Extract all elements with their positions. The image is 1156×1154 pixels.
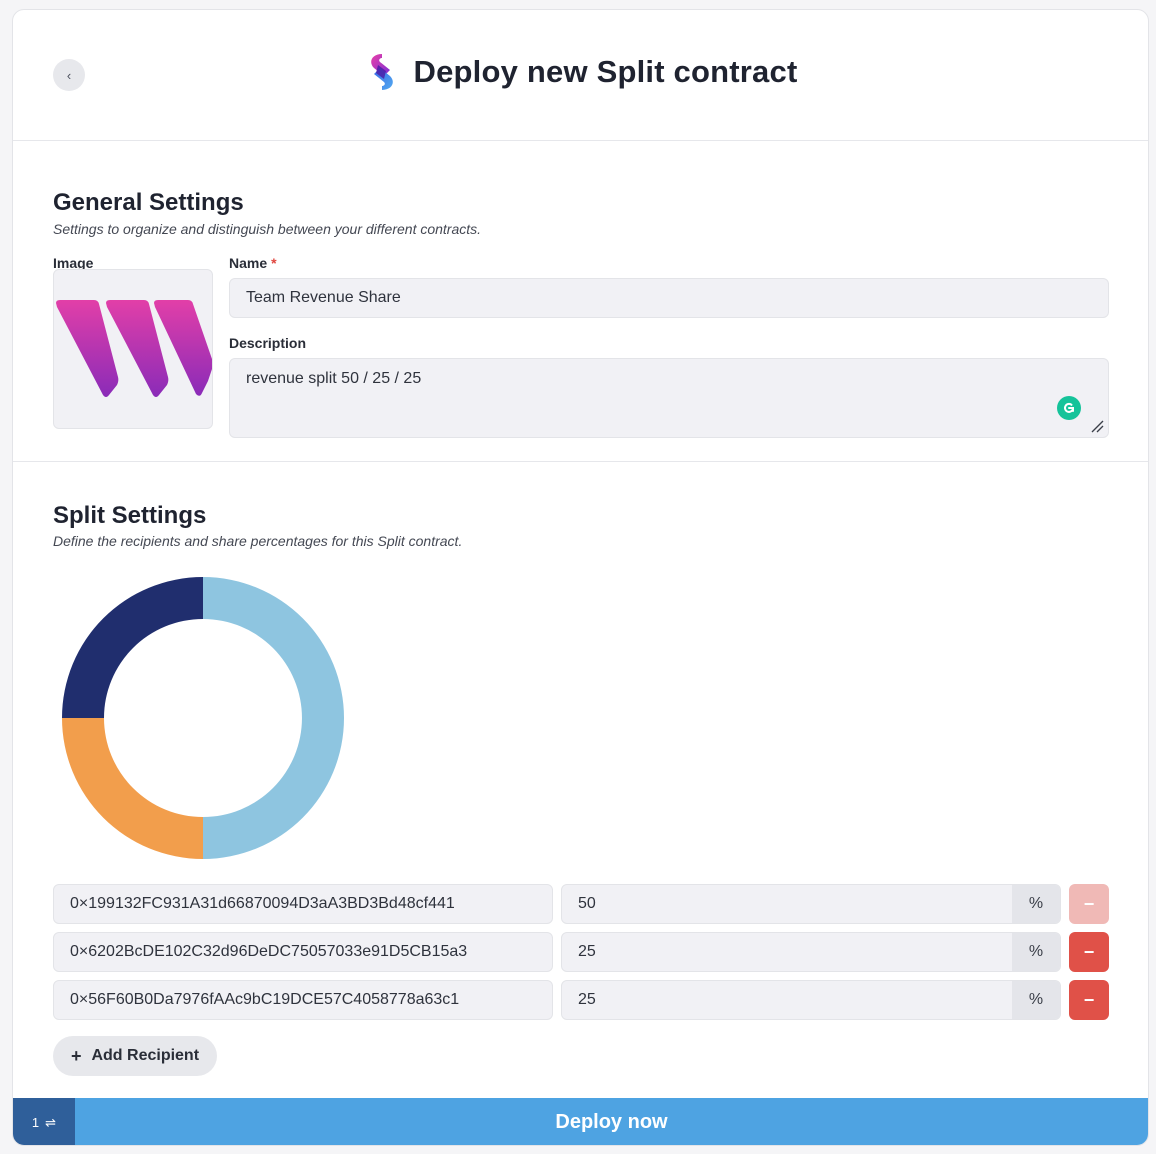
recipient-percent-value: 25 [578,991,596,1008]
remove-recipient-button[interactable]: − [1069,884,1109,924]
donut-slice-2 [62,718,203,859]
back-button[interactable]: ‹ [53,59,85,91]
image-label: Image [53,255,94,271]
description-value: revenue split 50 / 25 / 25 [246,370,422,387]
deploy-now-button[interactable]: Deploy now [75,1098,1148,1145]
recipient-address-input[interactable]: 0×6202BcDE102C32d96DeDC75057033e91D5CB15… [53,932,553,972]
required-marker: * [271,255,277,271]
split-settings-section: Split Settings Define the recipients and… [13,462,1148,1098]
donut-slice-1 [203,577,344,859]
transaction-count: 1 [31,1115,40,1130]
recipient-address-input[interactable]: 0×56F60B0Da7976fAAc9bC19DCE57C4058778a63… [53,980,553,1020]
add-recipient-label: Add Recipient [91,1047,200,1064]
minus-icon: − [1083,989,1095,1010]
split-settings-subtitle: Define the recipients and share percenta… [53,533,463,549]
recipient-row: 0×56F60B0Da7976fAAc9bC19DCE57C4058778a63… [53,980,1109,1020]
general-settings-subtitle: Settings to organize and distinguish bet… [53,221,482,237]
percent-unit-addon: % [1012,981,1060,1019]
recipient-address-value: 0×199132FC931A31d66870094D3aA3BD3Bd48cf4… [70,895,455,912]
recipient-percent-input[interactable]: 25% [561,980,1061,1020]
percent-unit-addon: % [1012,933,1060,971]
page-header: ‹ Deploy new Split contract [13,10,1148,141]
title-group: Deploy new Split contract [13,52,1148,92]
general-settings-section: General Settings Settings to organize an… [13,141,1148,462]
swap-arrows-icon: ⇌ [45,1114,57,1130]
image-upload[interactable] [53,269,213,429]
remove-recipient-button[interactable]: − [1069,932,1109,972]
refresh-icon [1064,402,1074,413]
name-label: Name * [229,255,277,271]
name-label-text: Name [229,255,268,271]
general-settings-title: General Settings [53,189,244,216]
recipient-percent-value: 25 [578,943,596,960]
name-input[interactable]: Team Revenue Share [229,278,1109,318]
donut-slice-3 [62,577,203,718]
description-label: Description [229,335,307,351]
recipient-percent-input[interactable]: 50% [561,884,1061,924]
minus-icon: − [1083,941,1095,962]
recipient-address-value: 0×6202BcDE102C32d96DeDC75057033e91D5CB15… [70,943,468,960]
split-donut-chart [62,577,344,859]
recipient-address-input[interactable]: 0×199132FC931A31d66870094D3aA3BD3Bd48cf4… [53,884,553,924]
plus-icon: + [70,1045,82,1066]
deploy-split-card: ‹ Deploy new Split contract [12,9,1149,1146]
description-textarea[interactable]: revenue split 50 / 25 / 25 [229,358,1109,438]
contract-image-logo [56,300,212,397]
minus-icon: − [1083,893,1095,914]
grammarly-icon[interactable] [1057,396,1081,420]
footer-bar: 1 ⇌ Deploy now [13,1098,1148,1145]
name-input-value: Team Revenue Share [246,289,401,306]
remove-recipient-button[interactable]: − [1069,980,1109,1020]
recipient-row: 0×199132FC931A31d66870094D3aA3BD3Bd48cf4… [53,884,1109,924]
split-logo-icon [370,54,393,90]
recipient-percent-input[interactable]: 25% [561,932,1061,972]
resize-handle-icon[interactable] [1090,419,1104,433]
recipient-percent-value: 50 [578,895,596,912]
chevron-left-icon: ‹ [66,67,72,83]
percent-unit-addon: % [1012,885,1060,923]
recipient-address-value: 0×56F60B0Da7976fAAc9bC19DCE57C4058778a63… [70,991,460,1008]
transaction-count-badge[interactable]: 1 ⇌ [13,1098,75,1145]
recipient-row: 0×6202BcDE102C32d96DeDC75057033e91D5CB15… [53,932,1109,972]
page-title: Deploy new Split contract [413,54,798,89]
split-settings-title: Split Settings [53,502,207,529]
add-recipient-button[interactable]: + Add Recipient [53,1036,217,1076]
